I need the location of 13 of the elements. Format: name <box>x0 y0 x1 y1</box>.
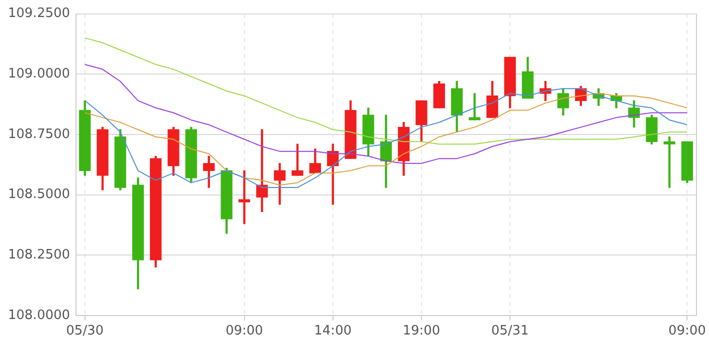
y-tick-label: 109.0000 <box>8 66 70 82</box>
x-tick-label: 09:00 <box>226 324 264 339</box>
y-tick-label: 108.5000 <box>8 187 70 202</box>
y-tick-label: 108.7500 <box>8 126 70 142</box>
y-tick-label: 108.0000 <box>8 308 70 323</box>
x-tick-label: 05/30 <box>66 324 104 339</box>
y-tick-label: 109.2500 <box>8 6 70 22</box>
x-tick-label: 19:00 <box>402 324 440 339</box>
candlestick <box>238 170 250 224</box>
x-tick-label: 14:00 <box>314 324 352 339</box>
y-tick-label: 108.2500 <box>8 247 70 262</box>
x-tick-label: 09:00 <box>668 324 706 339</box>
x-tick-label: 05/31 <box>491 324 529 339</box>
